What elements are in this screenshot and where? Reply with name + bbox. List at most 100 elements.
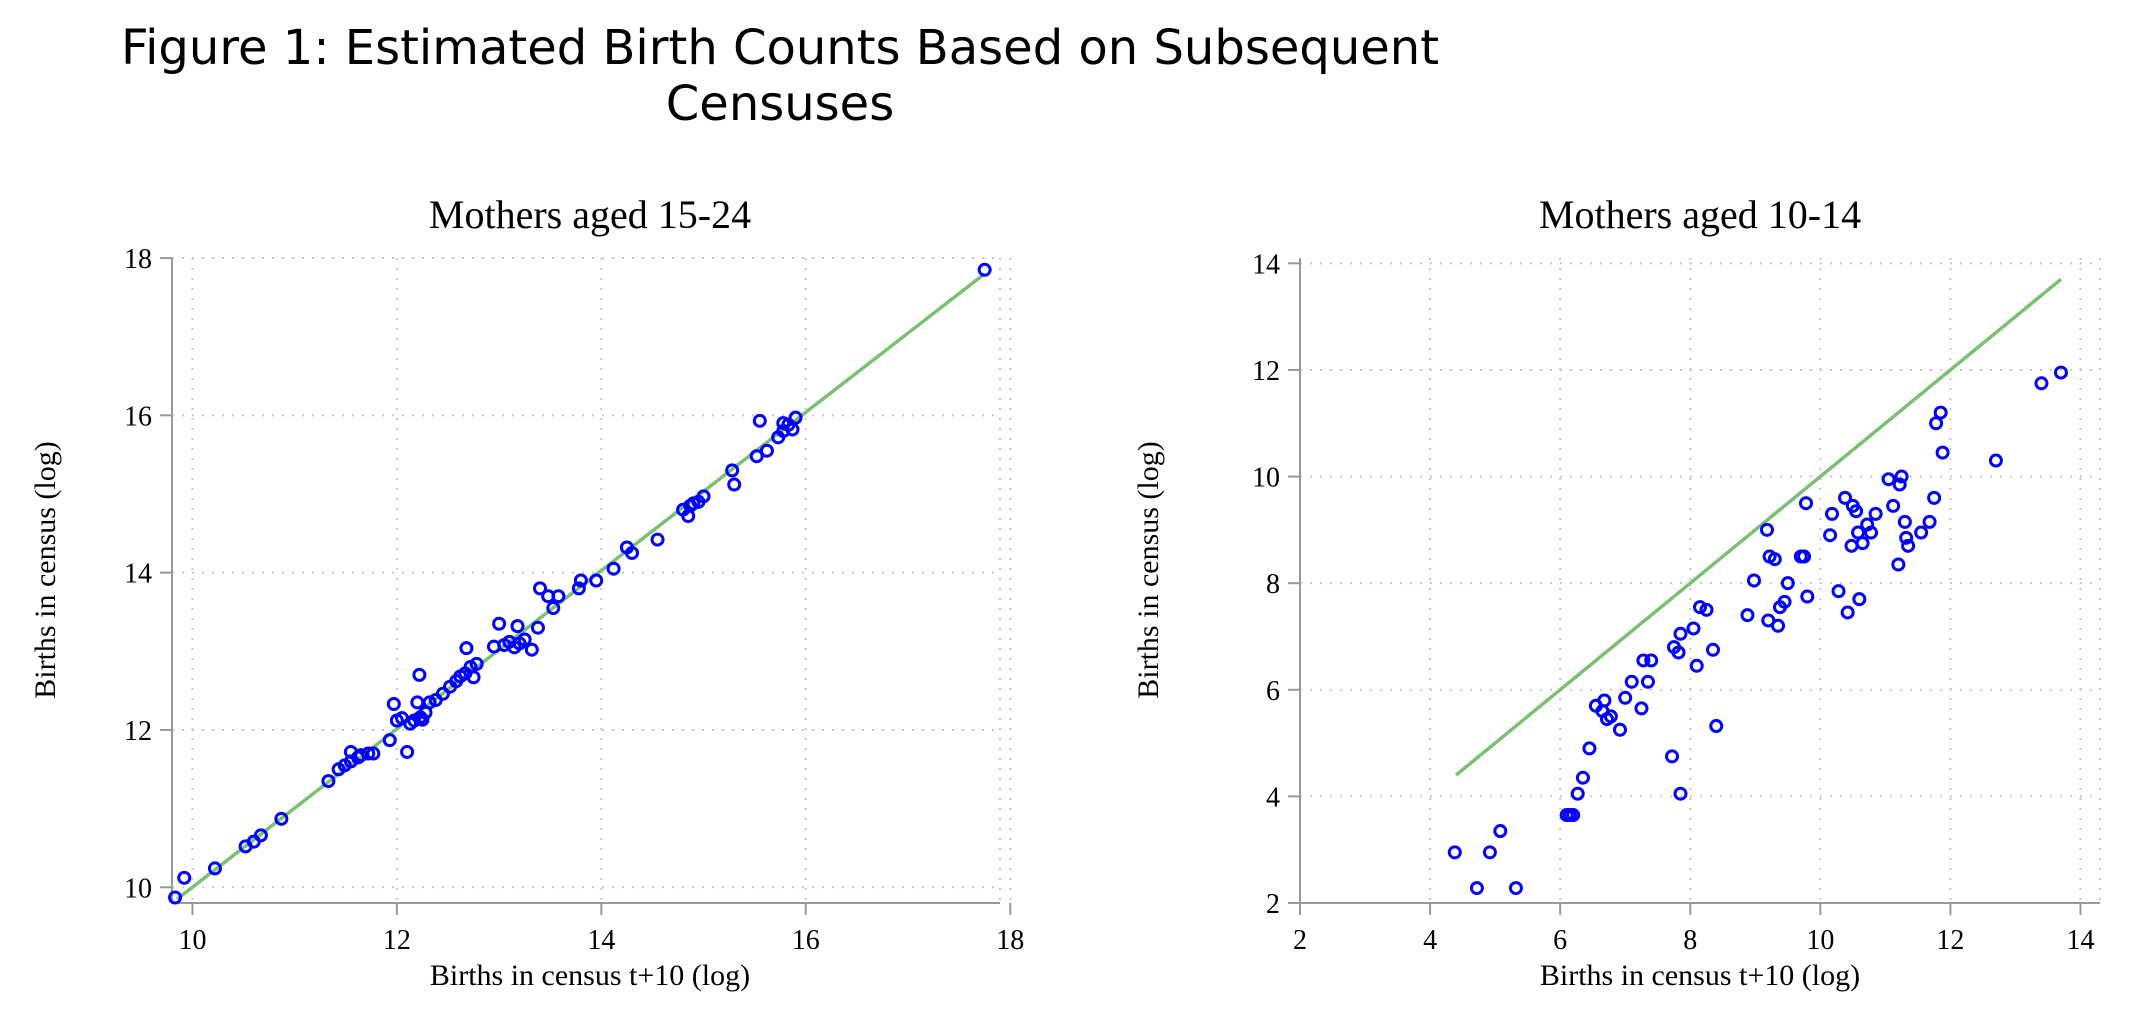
data-point [1597, 693, 1612, 708]
data-point [1823, 528, 1838, 543]
data-point [366, 746, 381, 761]
data-point [1780, 576, 1795, 591]
y-tick-label: 8 [1266, 569, 1280, 600]
data-point [533, 581, 547, 596]
x-tick-label: 12 [1936, 925, 1964, 956]
data-point [573, 573, 588, 588]
x-tick-label: 12 [383, 925, 411, 956]
data-point [546, 601, 561, 616]
data-point [274, 811, 289, 826]
data-point [788, 410, 803, 425]
data-point [752, 413, 767, 428]
data-point [1665, 749, 1680, 764]
data-point [1603, 709, 1618, 724]
data-point [1570, 786, 1585, 801]
data-point [1892, 477, 1907, 492]
data-point [510, 619, 525, 634]
y-tick-label: 4 [1266, 782, 1280, 813]
data-point [1901, 538, 1916, 553]
data-point [1849, 504, 1864, 519]
data-point [530, 620, 545, 635]
y-tick-label: 18 [124, 244, 152, 275]
data-point [517, 632, 532, 647]
data-point [1699, 602, 1714, 617]
y-tick-label: 12 [1252, 356, 1280, 387]
data-point [1740, 608, 1755, 623]
data-point [1864, 525, 1879, 540]
data-point [415, 712, 430, 727]
data-point [1933, 405, 1948, 420]
panel-title: Mothers aged 15-24 [429, 192, 751, 237]
x-tick-label: 14 [587, 925, 615, 956]
data-point [1709, 719, 1724, 734]
data-point [1644, 653, 1659, 668]
y-tick-label: 10 [124, 873, 152, 904]
x-tick-label: 8 [1683, 925, 1697, 956]
data-point [1838, 490, 1853, 505]
y-tick-label: 10 [1252, 463, 1280, 494]
y-axis-label: Births in census (log) [1132, 441, 1165, 698]
x-tick-label: 10 [178, 925, 206, 956]
data-point [2053, 365, 2068, 380]
data-point [1640, 674, 1655, 689]
data-point [1831, 584, 1846, 599]
data-point [1746, 573, 1761, 588]
data-point [1927, 490, 1942, 505]
x-axis-label: Births in census t+10 (log) [430, 959, 750, 992]
data-point [1759, 522, 1774, 537]
data-point [1618, 690, 1633, 705]
data-point [1767, 552, 1782, 567]
data-point [977, 262, 992, 277]
data-point [1825, 506, 1840, 521]
data-point [459, 641, 474, 656]
data-point [1575, 770, 1590, 785]
data-point [400, 744, 415, 759]
data-point [1482, 845, 1497, 860]
panel-mothers-15-24: Mothers aged 15-24 Births in census t+10… [29, 192, 1024, 992]
data-point [1582, 741, 1597, 756]
data-point [571, 581, 586, 596]
data-point [1852, 592, 1867, 607]
data-point [492, 616, 507, 631]
x-tick-label: 14 [2066, 925, 2094, 956]
data-point [1988, 453, 2003, 468]
data-point [321, 774, 336, 789]
data-point [606, 561, 621, 576]
data-point [466, 670, 481, 685]
data-point [1914, 525, 1929, 540]
data-point [1636, 653, 1651, 668]
data-point [1800, 589, 1815, 604]
y-tick-label: 6 [1266, 676, 1280, 707]
y-axis-label: Births in census (log) [29, 441, 62, 698]
data-point [1566, 808, 1581, 823]
data-point [1771, 618, 1786, 633]
data-point [759, 443, 774, 458]
data-point [1689, 658, 1704, 673]
data-point [1855, 536, 1870, 551]
y-tick-label: 14 [1252, 249, 1280, 280]
data-point [1671, 645, 1686, 660]
data-point [1894, 469, 1909, 484]
data-point [1897, 514, 1912, 529]
data-point [589, 573, 604, 588]
y-tick-label: 14 [124, 559, 152, 590]
data-point [725, 463, 740, 478]
data-point [412, 667, 427, 682]
data-point [1613, 722, 1627, 737]
data-point [168, 890, 183, 905]
data-point [696, 489, 711, 504]
data-point [1844, 538, 1859, 553]
y-tick-label: 16 [124, 401, 152, 432]
data-point [1868, 506, 1883, 521]
panel-title: Mothers aged 10-14 [1539, 192, 1861, 237]
data-point [1922, 514, 1937, 529]
x-tick-label: 4 [1423, 925, 1437, 956]
data-point [2034, 376, 2049, 391]
data-point [207, 861, 222, 876]
data-point [727, 477, 742, 492]
x-tick-label: 18 [996, 925, 1024, 956]
data-point [361, 746, 376, 761]
data-point [785, 422, 800, 437]
data-point [1447, 845, 1462, 860]
